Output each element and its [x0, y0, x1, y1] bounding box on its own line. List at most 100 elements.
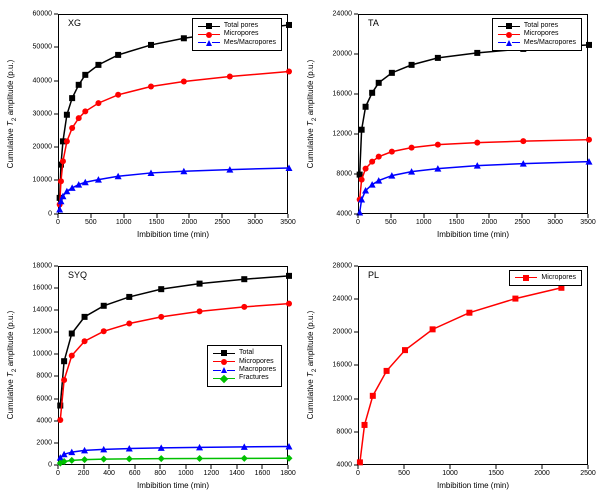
data-point	[586, 137, 592, 143]
x-tick-label: 600	[129, 470, 141, 477]
data-point	[57, 416, 63, 422]
x-tick-label: 1200	[204, 470, 220, 477]
legend-label: Macropores	[239, 366, 276, 374]
legend: Total poresMicroporesMes/Macropores	[492, 18, 582, 51]
data-point	[95, 100, 101, 106]
legend: Total poresMicroporesMes/Macropores	[192, 18, 282, 51]
y-tick-label: 2000	[36, 439, 52, 446]
legend-label: Micropores	[541, 274, 576, 282]
data-point	[197, 308, 203, 314]
x-tick-label: 500	[85, 219, 97, 226]
x-tick-label: 800	[154, 470, 166, 477]
y-axis-label: Cumulative T2 amplitude (p.u.)	[306, 311, 318, 420]
x-tick-label: 1500	[149, 219, 165, 226]
legend-marker-icon	[498, 40, 520, 46]
legend-label: Mes/Macropores	[224, 39, 276, 47]
series-line	[360, 287, 561, 462]
data-point	[148, 83, 154, 89]
data-point	[69, 95, 75, 101]
data-point	[286, 272, 292, 278]
x-tick-label: 200	[78, 470, 90, 477]
data-point	[148, 42, 154, 48]
y-tick-label: 0	[48, 210, 52, 217]
y-tick-label: 40000	[33, 77, 52, 84]
y-tick-label: 16000	[33, 284, 52, 291]
data-point	[520, 138, 526, 144]
data-point	[82, 313, 88, 319]
legend-label: Micropores	[524, 30, 559, 38]
data-point	[82, 72, 88, 78]
y-tick-label: 0	[48, 462, 52, 469]
legend-item: Macropores	[213, 366, 276, 374]
legend-marker-icon	[213, 376, 235, 382]
data-point	[359, 127, 365, 133]
y-tick-label: 50000	[33, 44, 52, 51]
data-point	[474, 140, 480, 146]
data-point	[286, 454, 293, 461]
series-line	[60, 168, 289, 210]
x-tick-label: 1000	[178, 470, 194, 477]
data-point	[241, 303, 247, 309]
data-point	[241, 276, 247, 282]
x-tick-label: 1000	[442, 470, 458, 477]
y-tick-label: 6000	[36, 395, 52, 402]
legend-label: Total	[239, 349, 254, 357]
legend-item: Fractures	[213, 374, 276, 382]
data-point	[76, 115, 82, 121]
y-tick-label: 8000	[336, 170, 352, 177]
data-point	[68, 456, 75, 463]
data-point	[430, 326, 436, 332]
data-point	[101, 328, 107, 334]
x-tick-label: 2000	[182, 219, 198, 226]
panel-tag: XG	[68, 18, 81, 28]
data-point	[474, 50, 480, 56]
legend: Micropores	[509, 270, 582, 286]
x-tick-label: 2500	[514, 219, 530, 226]
legend: TotalMicroporesMacroporesFractures	[207, 345, 282, 387]
x-tick-label: 1500	[449, 219, 465, 226]
legend-marker-icon	[498, 32, 520, 38]
y-tick-label: 20000	[333, 329, 352, 336]
data-point	[61, 377, 67, 383]
data-point	[363, 104, 369, 110]
data-point	[158, 286, 164, 292]
panel-tag: PL	[368, 270, 379, 280]
legend-item: Micropores	[515, 274, 576, 282]
legend-label: Total pores	[224, 22, 258, 30]
panel-tag: SYQ	[68, 270, 87, 280]
y-axis-label: Cumulative T2 amplitude (p.u.)	[6, 59, 18, 168]
data-point	[69, 330, 75, 336]
data-point	[100, 455, 107, 462]
series-line	[60, 458, 289, 463]
data-point	[61, 358, 67, 364]
data-point	[384, 367, 390, 373]
data-point	[359, 177, 365, 183]
y-tick-label: 12000	[33, 329, 52, 336]
data-point	[58, 178, 64, 184]
data-point	[82, 108, 88, 114]
data-point	[126, 455, 133, 462]
data-point	[196, 454, 203, 461]
legend-item: Micropores	[498, 30, 576, 38]
data-point	[586, 42, 592, 48]
y-tick-label: 24000	[333, 11, 352, 18]
y-axis-label: Cumulative T2 amplitude (p.u.)	[306, 59, 318, 168]
data-point	[376, 80, 382, 86]
legend-marker-icon	[213, 359, 235, 365]
y-tick-label: 10000	[33, 351, 52, 358]
legend-label: Total pores	[524, 22, 558, 30]
series-line	[360, 45, 589, 175]
legend-label: Micropores	[224, 30, 259, 38]
data-point	[409, 62, 415, 68]
y-tick-label: 30000	[33, 110, 52, 117]
y-tick-label: 12000	[333, 130, 352, 137]
legend-item: Micropores	[213, 358, 276, 366]
x-tick-label: 0	[356, 470, 360, 477]
x-axis-label: Imbibition time (min)	[358, 481, 588, 490]
panel-ta: 4000800012000160002000024000050010001500…	[300, 0, 600, 252]
panel-syq: 0200040006000800010000120001400016000180…	[0, 252, 300, 503]
data-point	[286, 22, 292, 28]
legend-item: Total	[213, 349, 276, 357]
data-point	[370, 392, 376, 398]
data-point	[81, 456, 88, 463]
